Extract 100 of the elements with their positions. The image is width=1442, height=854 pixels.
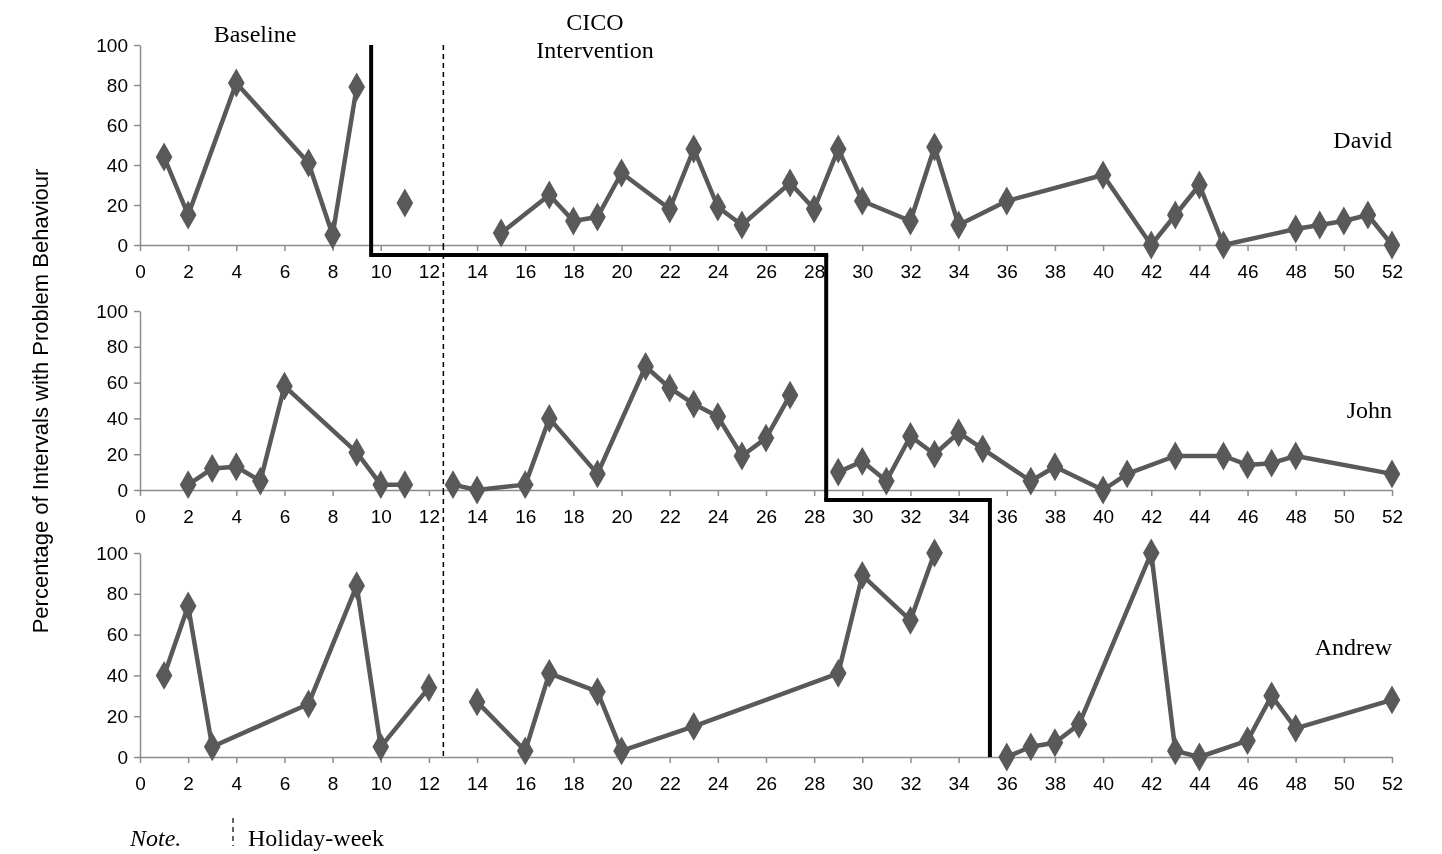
annotation: Baseline (213, 21, 297, 47)
x-tick-label: 2 (183, 261, 194, 283)
annotation: David (1333, 127, 1392, 153)
y-tick-label: 60 (106, 624, 128, 646)
x-tick-label: 32 (900, 261, 922, 283)
x-tick-label: 26 (755, 506, 778, 528)
x-tick-label: 16 (515, 773, 537, 795)
x-tick-label: 26 (755, 773, 778, 795)
x-tick-label: 50 (1333, 261, 1355, 283)
x-tick-label: 8 (327, 261, 339, 283)
x-tick-label: 48 (1285, 506, 1307, 528)
x-tick-label: 20 (611, 506, 633, 528)
y-tick-label: 0 (117, 479, 128, 501)
x-tick-label: 2 (183, 506, 194, 528)
x-tick-label: 20 (611, 773, 633, 795)
x-tick-label: 22 (659, 261, 681, 283)
x-tick-label: 30 (852, 506, 874, 528)
x-tick-label: 32 (900, 506, 922, 528)
x-tick-label: 42 (1141, 506, 1163, 528)
x-tick-label: 4 (231, 506, 243, 528)
x-tick-label: 0 (135, 506, 146, 528)
x-tick-label: 38 (1044, 506, 1066, 528)
annotation: John (1346, 397, 1392, 423)
y-tick-label: 0 (117, 234, 128, 256)
x-tick-label: 46 (1237, 261, 1259, 283)
x-tick-label: 38 (1044, 773, 1066, 795)
x-tick-label: 44 (1189, 506, 1211, 528)
y-tick-label: 80 (106, 74, 128, 96)
y-tick-label: 100 (96, 542, 128, 564)
x-tick-label: 40 (1093, 506, 1115, 528)
x-tick-label: 10 (370, 773, 392, 795)
x-tick-label: 24 (707, 261, 730, 283)
x-tick-label: 42 (1141, 261, 1163, 283)
x-tick-label: 4 (231, 261, 243, 283)
x-tick-label: 6 (279, 261, 291, 283)
x-tick-label: 44 (1189, 261, 1211, 283)
x-tick-label: 6 (279, 773, 291, 795)
x-tick-label: 34 (948, 506, 971, 528)
annotation: Andrew (1314, 634, 1393, 660)
x-tick-label: 8 (327, 773, 339, 795)
x-tick-label: 18 (563, 506, 585, 528)
x-tick-label: 52 (1381, 773, 1404, 795)
y-tick-label: 80 (106, 336, 128, 358)
x-tick-label: 10 (370, 506, 392, 528)
y-tick-label: 60 (106, 114, 128, 136)
x-tick-label: 28 (804, 773, 826, 795)
x-tick-label: 46 (1237, 773, 1259, 795)
y-tick-label: 20 (106, 443, 128, 465)
x-tick-label: 14 (467, 773, 489, 795)
x-tick-label: 22 (659, 773, 681, 795)
x-tick-label: 34 (948, 261, 971, 283)
y-tick-label: 20 (106, 705, 128, 727)
y-tick-label: 40 (106, 407, 128, 429)
x-tick-label: 10 (370, 261, 392, 283)
x-tick-label: 18 (563, 261, 585, 283)
y-tick-label: 20 (106, 194, 128, 216)
x-tick-label: 36 (996, 506, 1018, 528)
x-tick-label: 38 (1044, 261, 1066, 283)
y-tick-label: 60 (106, 372, 128, 394)
x-tick-label: 14 (467, 506, 489, 528)
x-tick-label: 24 (707, 506, 730, 528)
x-tick-label: 16 (515, 506, 537, 528)
y-tick-label: 40 (106, 154, 128, 176)
x-tick-label: 20 (611, 261, 633, 283)
y-tick-label: 80 (106, 583, 128, 605)
x-tick-label: 50 (1333, 506, 1355, 528)
x-tick-label: 30 (852, 261, 874, 283)
x-tick-label: 44 (1189, 773, 1211, 795)
y-tick-label: 100 (96, 300, 128, 322)
x-tick-label: 42 (1141, 773, 1163, 795)
x-tick-label: 32 (900, 773, 922, 795)
x-tick-label: 50 (1333, 773, 1355, 795)
x-tick-label: 34 (948, 773, 971, 795)
x-tick-label: 12 (418, 261, 440, 283)
x-tick-label: 22 (659, 506, 681, 528)
x-tick-label: 36 (996, 261, 1018, 283)
x-tick-label: 2 (183, 773, 194, 795)
x-tick-label: 6 (279, 506, 291, 528)
x-tick-label: 40 (1093, 261, 1115, 283)
y-tick-label: 0 (117, 746, 128, 768)
x-tick-label: 36 (996, 773, 1018, 795)
x-tick-label: 12 (418, 506, 440, 528)
x-tick-label: 24 (707, 773, 730, 795)
x-tick-label: 40 (1093, 773, 1115, 795)
y-tick-label: 40 (106, 664, 128, 686)
x-tick-label: 52 (1381, 506, 1404, 528)
x-tick-label: 26 (755, 261, 778, 283)
annotation: CICO Intervention (536, 9, 654, 63)
text: Holiday-week (248, 825, 384, 851)
x-tick-label: 4 (231, 773, 243, 795)
x-tick-label: 28 (804, 506, 826, 528)
x-tick-label: 12 (418, 773, 440, 795)
x-tick-label: 18 (563, 773, 585, 795)
x-tick-label: 48 (1285, 261, 1307, 283)
x-tick-label: 48 (1285, 773, 1307, 795)
text: Note. (129, 825, 182, 851)
x-tick-label: 0 (135, 773, 146, 795)
x-tick-label: 0 (135, 261, 146, 283)
x-tick-label: 8 (327, 506, 339, 528)
x-tick-label: 16 (515, 261, 537, 283)
